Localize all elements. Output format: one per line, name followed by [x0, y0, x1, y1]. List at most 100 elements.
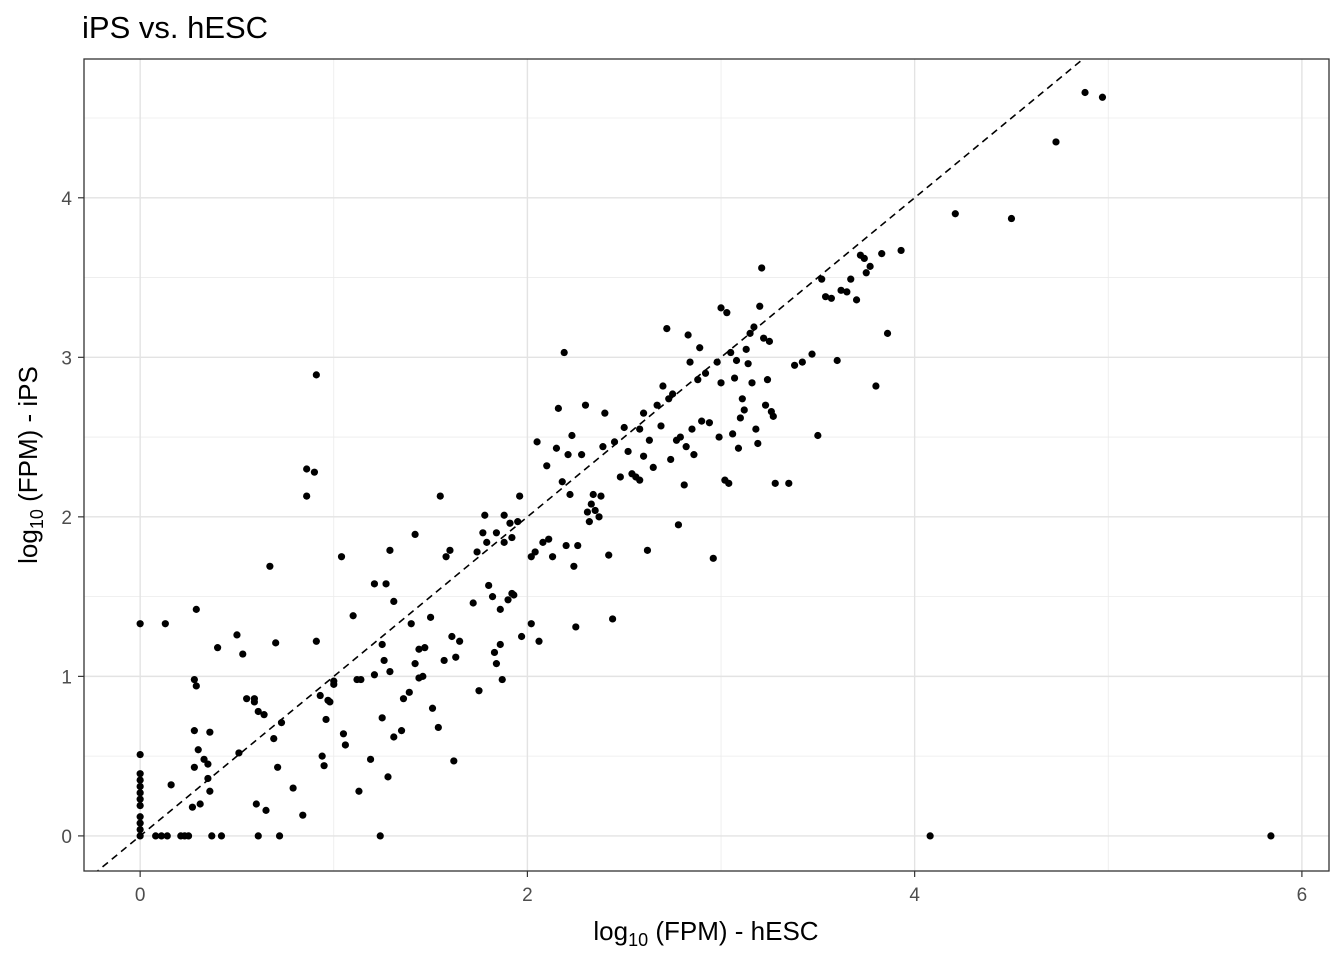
- y-axis-title-subscript: 10: [27, 509, 47, 529]
- y-tick-label: 3: [61, 348, 72, 369]
- data-point: [667, 455, 675, 464]
- data-point: [727, 348, 735, 357]
- data-point: [808, 350, 816, 358]
- data-point: [399, 695, 408, 703]
- data-point: [428, 704, 437, 712]
- data-point: [436, 492, 444, 500]
- data-point: [616, 473, 624, 481]
- data-point: [390, 597, 398, 605]
- data-point: [730, 374, 739, 382]
- data-point: [390, 733, 398, 741]
- data-point: [568, 431, 576, 440]
- x-tick-label: 2: [522, 885, 533, 906]
- y-tick-label: 4: [61, 189, 72, 210]
- data-point: [624, 447, 632, 456]
- data-point: [322, 715, 330, 724]
- data-point: [763, 376, 772, 384]
- data-point: [235, 749, 243, 757]
- data-point: [599, 443, 607, 451]
- data-point: [456, 637, 464, 645]
- data-point: [136, 770, 144, 778]
- data-point: [539, 538, 547, 546]
- data-point: [448, 632, 456, 641]
- data-point: [734, 444, 743, 452]
- data-point: [665, 395, 673, 403]
- data-point: [260, 711, 268, 719]
- data-point: [378, 640, 386, 649]
- data-point: [601, 409, 609, 417]
- data-point: [595, 513, 603, 521]
- data-point: [475, 687, 483, 695]
- x-axis-title-subscript: 10: [628, 930, 648, 950]
- data-point: [326, 698, 334, 706]
- data-point: [562, 541, 570, 550]
- data-point: [1098, 93, 1107, 101]
- x-axis-title: log10 (FPM) - hESC: [593, 916, 818, 950]
- x-axis: 0 2 4 6: [135, 871, 1307, 906]
- data-point: [136, 795, 144, 803]
- data-point: [951, 210, 959, 218]
- data-point: [200, 755, 208, 763]
- data-point: [1007, 214, 1016, 223]
- data-point: [384, 773, 392, 781]
- data-point: [239, 650, 247, 658]
- data-point: [827, 294, 835, 302]
- data-point: [426, 613, 435, 621]
- data-point: [713, 358, 721, 366]
- data-point: [386, 667, 394, 676]
- grid-major: [84, 59, 1329, 871]
- data-point: [188, 803, 197, 811]
- data-point: [270, 734, 278, 743]
- data-point: [608, 615, 617, 623]
- data-point: [605, 551, 613, 559]
- data-point: [376, 832, 384, 840]
- data-point: [1052, 138, 1060, 146]
- data-point: [254, 707, 262, 716]
- data-point: [318, 752, 326, 760]
- data-point: [434, 723, 442, 732]
- data-point: [572, 623, 580, 631]
- data-point: [208, 832, 216, 840]
- data-point: [184, 832, 193, 840]
- data-point: [157, 832, 166, 840]
- data-point: [620, 423, 628, 432]
- data-point: [578, 451, 586, 459]
- data-point: [506, 519, 514, 527]
- data-point: [752, 425, 760, 433]
- data-point: [674, 521, 683, 529]
- data-point: [610, 438, 619, 446]
- data-point: [204, 760, 212, 768]
- data-point: [479, 529, 487, 537]
- data-point: [316, 691, 324, 700]
- data-point: [504, 596, 512, 604]
- data-point: [653, 401, 661, 409]
- data-point: [492, 660, 501, 668]
- data-point: [357, 675, 365, 684]
- data-point: [152, 832, 160, 840]
- data-point: [585, 518, 593, 526]
- data-point: [452, 653, 460, 661]
- data-point: [732, 356, 741, 365]
- data-point: [204, 774, 212, 783]
- data-point: [690, 451, 698, 459]
- data-point: [190, 675, 198, 684]
- data-point: [866, 262, 874, 270]
- data-point: [252, 800, 260, 808]
- data-point: [272, 639, 280, 647]
- data-point: [821, 293, 830, 301]
- data-point: [312, 371, 320, 379]
- data-point: [217, 832, 226, 840]
- x-tick-label: 6: [1297, 885, 1308, 906]
- data-point: [442, 553, 450, 561]
- data-point: [527, 553, 535, 561]
- data-point: [407, 620, 415, 628]
- data-point: [136, 819, 144, 827]
- data-point: [587, 500, 595, 508]
- data-point: [194, 746, 202, 754]
- data-point: [680, 481, 688, 489]
- data-point: [136, 782, 144, 791]
- data-point: [161, 620, 169, 628]
- data-point: [330, 677, 338, 685]
- data-point: [785, 479, 793, 487]
- y-tick-label: 0: [61, 827, 72, 848]
